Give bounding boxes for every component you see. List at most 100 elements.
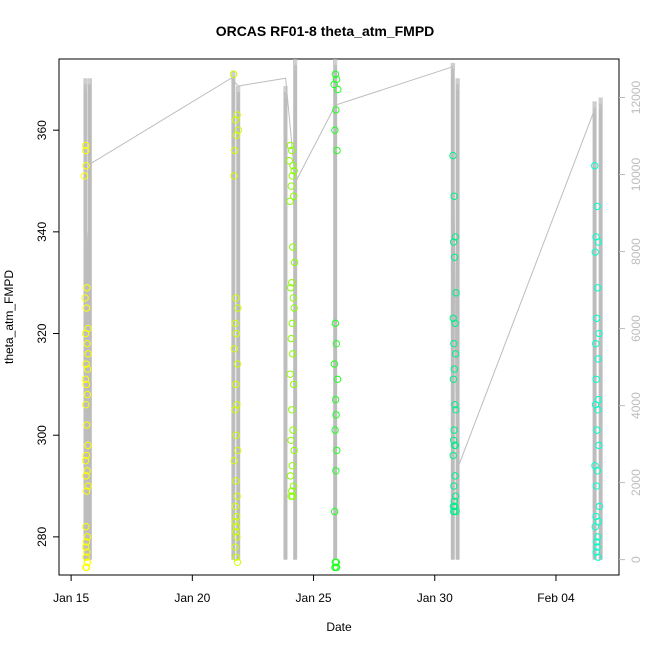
data-point bbox=[331, 319, 340, 328]
y2-tick-label: 8000 bbox=[629, 238, 643, 265]
altitude-layer bbox=[83, 59, 603, 560]
data-point bbox=[451, 492, 460, 500]
data-point bbox=[594, 238, 603, 246]
data-point bbox=[451, 350, 460, 358]
data-point bbox=[332, 467, 340, 475]
data-point bbox=[83, 467, 91, 475]
data-point bbox=[232, 553, 240, 561]
data-point bbox=[81, 375, 90, 383]
data-point bbox=[449, 375, 458, 383]
data-point bbox=[83, 533, 92, 541]
data-point bbox=[232, 512, 241, 521]
data-point bbox=[330, 80, 338, 89]
data-point bbox=[234, 126, 243, 134]
data-point bbox=[83, 339, 91, 348]
y2-tick-label: 10000 bbox=[629, 158, 643, 192]
y-axis: 280 300 320 340 360 bbox=[35, 120, 59, 547]
data-point bbox=[230, 456, 238, 465]
y2-tick-label: 6000 bbox=[629, 315, 643, 342]
data-point bbox=[231, 116, 240, 124]
data-point bbox=[450, 253, 459, 261]
data-point bbox=[230, 172, 238, 180]
data-point bbox=[331, 395, 340, 404]
data-point bbox=[233, 533, 241, 541]
data-point bbox=[288, 487, 296, 495]
data-point bbox=[289, 192, 298, 200]
y2-tick-label: 0 bbox=[629, 556, 643, 563]
data-point bbox=[288, 146, 296, 155]
y2-tick-label: 2000 bbox=[629, 469, 643, 496]
x-tick-label: Jan 15 bbox=[53, 591, 89, 605]
points-layer bbox=[80, 70, 604, 572]
data-point bbox=[232, 294, 240, 302]
data-point bbox=[593, 533, 602, 541]
data-point bbox=[595, 329, 603, 338]
data-point bbox=[332, 411, 340, 419]
altitude-connector bbox=[91, 66, 596, 472]
data-point bbox=[82, 487, 91, 495]
data-point bbox=[234, 304, 242, 312]
y-tick-label: 360 bbox=[35, 120, 49, 140]
data-point bbox=[84, 482, 92, 490]
data-point bbox=[289, 294, 297, 302]
data-point bbox=[82, 523, 90, 531]
data-point bbox=[452, 289, 460, 297]
y2-axis: 0 2000 4000 6000 8000 10000 12000 bbox=[619, 80, 643, 563]
data-point bbox=[233, 111, 241, 119]
data-point bbox=[288, 278, 296, 287]
data-point bbox=[333, 146, 341, 155]
data-point bbox=[233, 492, 241, 500]
data-point bbox=[449, 314, 457, 322]
data-point bbox=[233, 400, 241, 409]
data-point bbox=[231, 146, 239, 155]
data-point bbox=[592, 538, 601, 546]
data-point bbox=[83, 548, 91, 556]
x-tick-label: Jan 30 bbox=[417, 591, 453, 605]
data-point bbox=[451, 233, 460, 241]
data-point bbox=[450, 365, 459, 373]
data-point bbox=[231, 543, 239, 551]
data-point bbox=[232, 131, 241, 139]
data-point bbox=[81, 329, 90, 338]
data-point bbox=[83, 421, 91, 429]
data-point bbox=[593, 543, 601, 551]
data-point bbox=[82, 162, 90, 170]
data-point bbox=[286, 472, 295, 480]
data-point bbox=[451, 502, 459, 511]
data-point bbox=[591, 162, 599, 170]
data-point bbox=[232, 329, 241, 338]
data-point bbox=[82, 400, 90, 409]
data-point bbox=[288, 243, 297, 251]
data-point bbox=[331, 70, 340, 78]
x-tick-label: Jan 20 bbox=[174, 591, 210, 605]
data-point bbox=[593, 202, 601, 211]
y-axis-label: theta_atm_FMPD bbox=[2, 270, 16, 364]
data-point bbox=[595, 502, 604, 511]
data-point bbox=[449, 151, 457, 160]
data-point bbox=[592, 314, 601, 322]
data-point bbox=[451, 319, 459, 328]
data-point bbox=[232, 528, 240, 536]
data-point bbox=[233, 446, 242, 455]
data-point bbox=[289, 426, 297, 434]
data-point bbox=[286, 370, 294, 378]
data-point bbox=[286, 141, 295, 150]
data-point bbox=[82, 451, 91, 460]
data-point bbox=[332, 563, 340, 572]
data-point bbox=[450, 192, 458, 200]
data-point bbox=[331, 426, 339, 434]
plot-frame bbox=[58, 58, 620, 576]
data-point bbox=[330, 360, 339, 368]
data-point bbox=[229, 70, 238, 78]
data-point bbox=[593, 467, 602, 475]
data-point bbox=[81, 141, 90, 150]
data-point bbox=[334, 85, 342, 94]
data-point bbox=[82, 360, 90, 368]
data-point bbox=[591, 523, 599, 531]
data-point bbox=[592, 548, 600, 556]
y-tick-label: 320 bbox=[35, 323, 49, 343]
data-point bbox=[449, 507, 458, 516]
data-point bbox=[232, 431, 240, 439]
data-point bbox=[593, 426, 601, 434]
data-point bbox=[231, 517, 239, 526]
